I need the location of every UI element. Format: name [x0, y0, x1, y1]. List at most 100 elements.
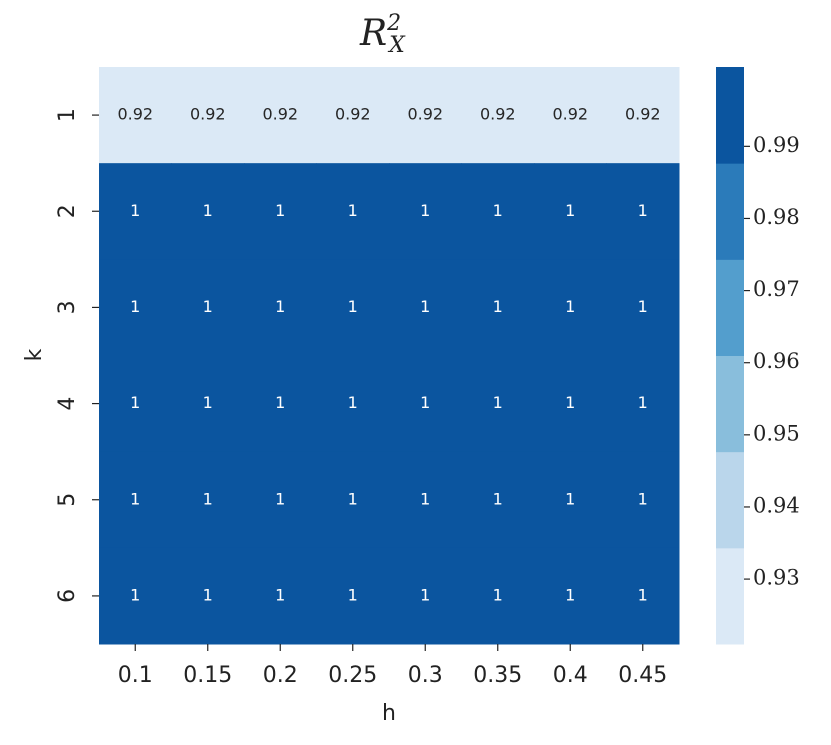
heatmap-cell	[606, 163, 680, 260]
heatmap-cell	[171, 259, 245, 356]
cell-label: 0.92	[262, 105, 298, 124]
title-base: R	[359, 13, 387, 54]
heatmap-cell	[244, 355, 317, 453]
cell-label: 1	[493, 201, 503, 220]
heatmap-cell	[534, 451, 607, 549]
heatmap-cell	[389, 451, 462, 549]
x-tick-label: 0.4	[553, 663, 588, 688]
heatmap-cell	[606, 355, 680, 453]
cell-label: 1	[493, 489, 503, 508]
x-tick-label: 0.25	[328, 663, 377, 688]
heatmap-cell	[244, 547, 317, 645]
cell-label: 1	[565, 297, 575, 316]
cell-label: 1	[275, 585, 285, 604]
cell-label: 1	[420, 297, 430, 316]
cell-label: 0.92	[480, 105, 516, 124]
cell-label: 1	[203, 489, 213, 508]
cell-label: 1	[348, 297, 358, 316]
cell-label: 1	[420, 201, 430, 220]
colorbar-segment	[716, 259, 744, 356]
colorbar-segment	[716, 451, 744, 549]
cell-label: 1	[420, 393, 430, 412]
heatmap-cell	[606, 547, 680, 645]
heatmap-cell	[99, 355, 172, 453]
heatmap-cell	[316, 163, 390, 260]
heatmap-cell	[99, 451, 172, 549]
cell-label: 1	[275, 489, 285, 508]
cell-label: 1	[275, 297, 285, 316]
cell-label: 1	[420, 489, 430, 508]
cell-label: 1	[493, 585, 503, 604]
heatmap-cell	[461, 67, 535, 164]
heatmap-cell	[244, 451, 317, 549]
cell-label: 1	[565, 489, 575, 508]
heatmap-cell	[244, 67, 317, 164]
cell-label: 1	[130, 585, 140, 604]
heatmap-cell	[389, 163, 462, 260]
cell-label: 1	[493, 393, 503, 412]
chart-title: R2 X	[359, 11, 406, 58]
cell-label: 1	[275, 393, 285, 412]
x-tick-label: 0.35	[473, 663, 522, 688]
colorbar-segment	[716, 355, 744, 453]
colorbar-tick-label: 0.94	[753, 493, 800, 517]
heatmap-cell	[316, 67, 390, 164]
heatmap-cell	[461, 547, 535, 645]
heatmap-cell	[171, 547, 245, 645]
heatmap-cell	[171, 67, 245, 164]
cell-label: 1	[638, 585, 648, 604]
cell-label: 1	[130, 393, 140, 412]
y-tick-label: 1	[55, 108, 80, 122]
colorbar-tick-label: 0.99	[753, 133, 800, 157]
heatmap-cell	[171, 355, 245, 453]
y-tick-label: 4	[55, 397, 80, 411]
cell-label: 1	[638, 201, 648, 220]
heatmap-cell	[606, 451, 680, 549]
heatmap-cell	[316, 355, 390, 453]
cell-label: 1	[275, 201, 285, 220]
cell-label: 1	[203, 585, 213, 604]
colorbar-tick-label: 0.95	[753, 421, 800, 445]
x-tick-label: 0.15	[183, 663, 232, 688]
x-tick-label: 0.1	[118, 663, 153, 688]
cell-label: 0.92	[335, 105, 371, 124]
y-tick-label: 2	[55, 204, 80, 218]
colorbar-segment	[716, 67, 744, 164]
cell-label: 0.92	[407, 105, 443, 124]
heatmap-cell	[99, 163, 172, 260]
heatmap-cell	[316, 259, 390, 356]
cell-label: 1	[348, 201, 358, 220]
cell-label: 0.92	[625, 105, 661, 124]
title-subscript: X	[387, 33, 406, 58]
title-superscript: 2	[386, 11, 401, 36]
heatmap-cell	[606, 67, 680, 164]
cell-label: 1	[638, 393, 648, 412]
colorbar-tick-label: 0.96	[753, 349, 800, 373]
heatmap-cell	[99, 259, 172, 356]
y-tick-label: 5	[55, 493, 80, 507]
x-tick-label: 0.3	[408, 663, 443, 688]
x-axis-label: h	[382, 701, 396, 726]
heatmap-cell	[316, 547, 390, 645]
heatmap-cell	[606, 259, 680, 356]
cell-label: 1	[130, 489, 140, 508]
x-tick-label: 0.45	[618, 663, 667, 688]
x-tick-label: 0.2	[263, 663, 298, 688]
cell-label: 1	[638, 489, 648, 508]
cell-label: 1	[203, 297, 213, 316]
heatmap-cell	[461, 163, 535, 260]
cell-label: 1	[565, 393, 575, 412]
cell-label: 1	[203, 201, 213, 220]
heatmap-cell	[534, 355, 607, 453]
colorbar-tick-label: 0.97	[753, 277, 800, 301]
colorbar-tick-label: 0.93	[753, 566, 800, 590]
heatmap-cell	[171, 451, 245, 549]
heatmap-cell	[244, 259, 317, 356]
heatmap-cell	[534, 259, 607, 356]
cell-label: 1	[130, 297, 140, 316]
colorbar-tick-label: 0.98	[753, 205, 800, 229]
heatmap-cell	[389, 259, 462, 356]
heatmap-cell	[389, 547, 462, 645]
colorbar-segment	[716, 547, 744, 645]
